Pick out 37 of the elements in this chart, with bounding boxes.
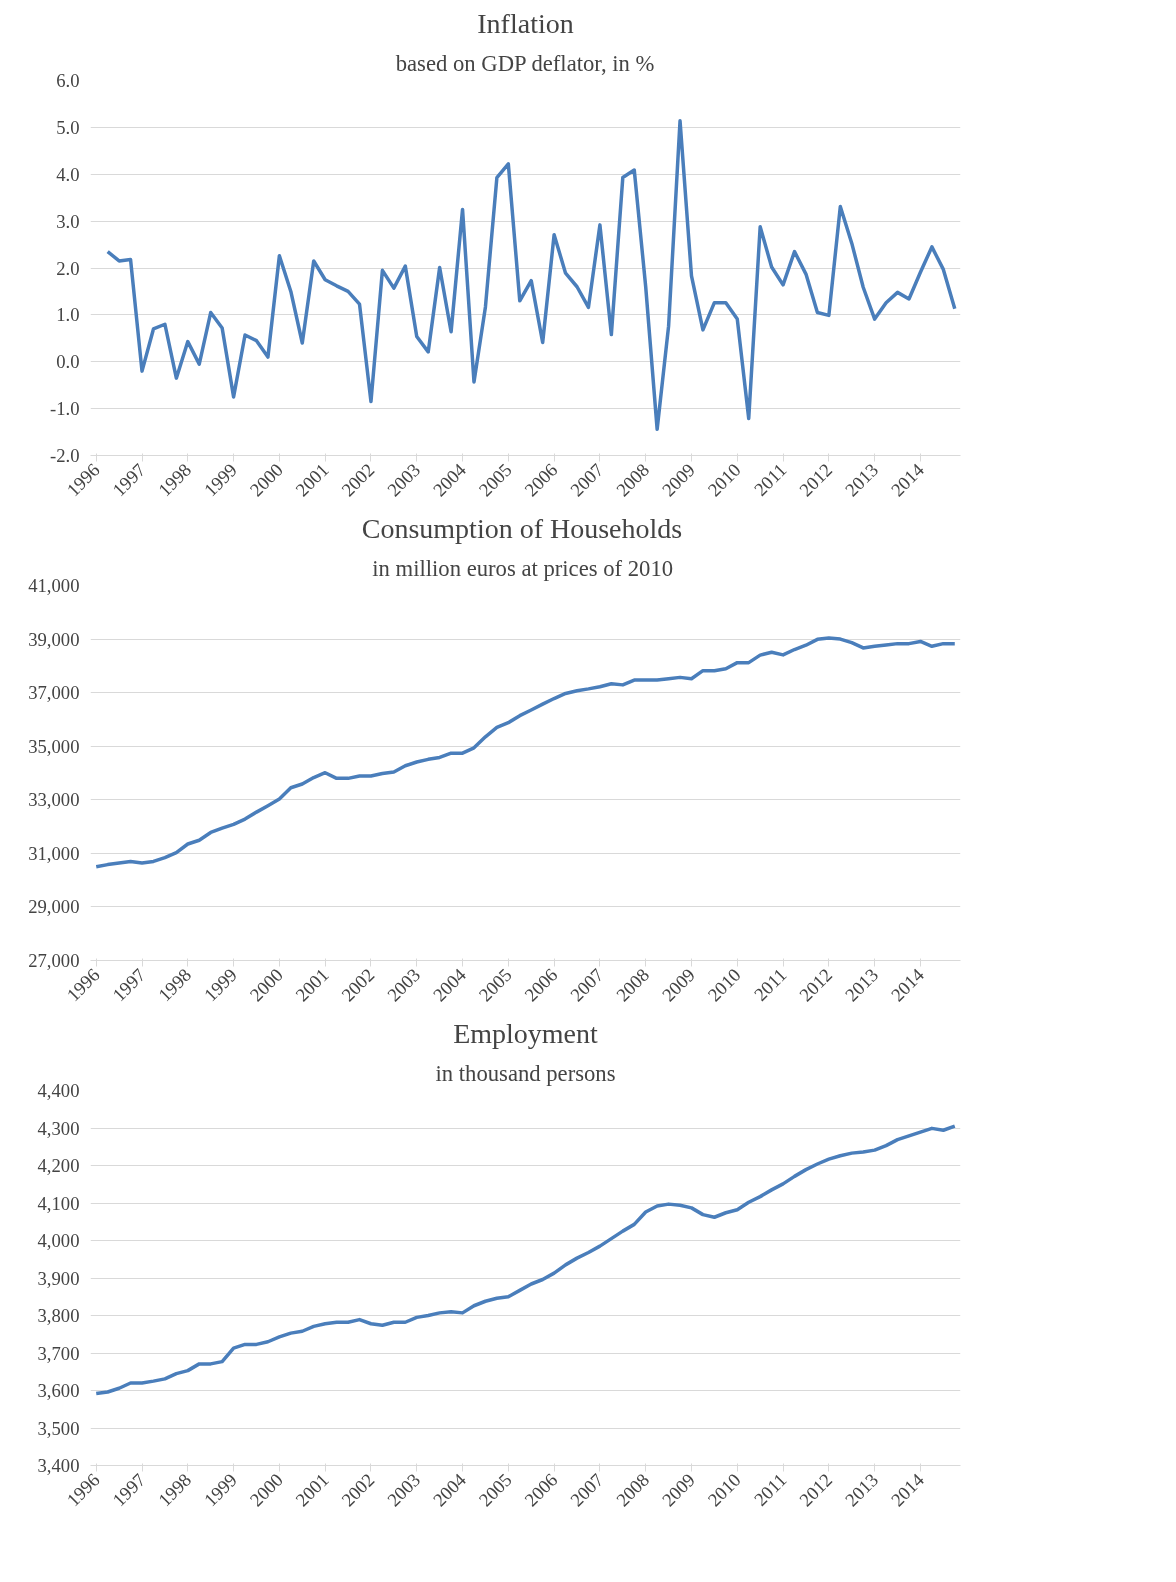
y-tick-label: 3,400	[37, 1455, 80, 1476]
y-tick-label: 4,000	[37, 1230, 80, 1251]
y-tick-label: 4,100	[37, 1192, 80, 1214]
y-tick-label: 37,000	[28, 682, 80, 704]
y-tick-label: 29,000	[28, 896, 80, 918]
y-tick-label: -2.0	[49, 445, 80, 466]
chart-subtitle: in thousand persons	[435, 1060, 616, 1086]
y-tick-label: 4.0	[56, 163, 80, 185]
y-tick-label: 3,900	[37, 1267, 80, 1289]
y-tick-label: 31,000	[28, 842, 80, 864]
y-tick-label: 41,000	[28, 575, 80, 596]
y-tick-label: 3,700	[37, 1342, 80, 1364]
y-tick-label: 3,600	[37, 1380, 80, 1401]
chart-title: Employment	[453, 1017, 599, 1049]
chart-subtitle: in million euros at prices of 2010	[372, 555, 674, 581]
y-tick-label: 2.0	[56, 257, 80, 279]
y-tick-label: 4,400	[37, 1080, 80, 1101]
y-tick-label: 3.0	[56, 210, 80, 232]
chart-title: Consumption of Households	[361, 512, 683, 544]
y-tick-label: 4,200	[37, 1155, 80, 1176]
line-series	[94, 636, 957, 869]
y-tick-label: 1.0	[56, 304, 80, 326]
y-tick-label: 5.0	[56, 116, 80, 138]
y-tick-label: 35,000	[28, 735, 80, 757]
chart-subtitle: based on GDP deflator, in %	[395, 50, 655, 76]
y-tick-label: 3,500	[37, 1417, 80, 1439]
y-tick-label: 0.0	[56, 351, 80, 373]
line-series	[105, 119, 957, 431]
y-tick-label: 39,000	[28, 628, 80, 650]
chart-title: Inflation	[477, 7, 574, 39]
y-tick-label: -1.0	[49, 398, 80, 420]
y-tick-label: 4,300	[37, 1117, 80, 1139]
line-series	[94, 1124, 957, 1396]
y-tick-label: 3,800	[37, 1305, 80, 1326]
y-tick-label: 33,000	[28, 789, 80, 811]
y-tick-label: 6.0	[56, 70, 80, 91]
y-tick-label: 27,000	[28, 950, 80, 971]
